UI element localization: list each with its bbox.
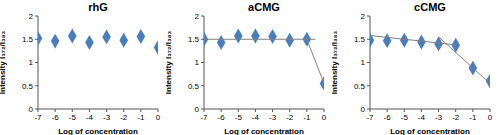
svg-text:-4: -4 xyxy=(418,113,426,122)
svg-text:-5: -5 xyxy=(401,113,409,122)
svg-text:Log of concentration: Log of concentration xyxy=(58,127,138,135)
svg-text:0.5: 0.5 xyxy=(188,82,200,91)
svg-text:0.5: 0.5 xyxy=(354,82,366,91)
svg-text:0: 0 xyxy=(488,113,492,122)
svg-text:Intensity I₃₇₂/I₃₈₃: Intensity I₃₇₂/I₃₈₃ xyxy=(166,31,173,95)
svg-text:-6: -6 xyxy=(52,113,60,122)
html-text:aCMG: aCMG xyxy=(248,1,280,13)
svg-text:-5: -5 xyxy=(235,113,243,122)
svg-text:-1: -1 xyxy=(303,113,311,122)
svg-text:Intensity I₃₇₂/I₃₈₃: Intensity I₃₇₂/I₃₈₃ xyxy=(332,31,339,95)
svg-text:-2: -2 xyxy=(120,113,128,122)
svg-text:2: 2 xyxy=(361,12,366,21)
svg-text:-6: -6 xyxy=(384,113,392,122)
svg-text:0: 0 xyxy=(29,105,34,114)
svg-text:-4: -4 xyxy=(252,113,260,122)
html-text:cCMG: cCMG xyxy=(414,1,446,13)
svg-text:1: 1 xyxy=(195,58,200,67)
svg-text:2: 2 xyxy=(29,12,34,21)
svg-text:0: 0 xyxy=(361,105,366,114)
svg-text:1: 1 xyxy=(361,58,366,67)
svg-text:-3: -3 xyxy=(435,113,443,122)
svg-text:-7: -7 xyxy=(366,113,374,122)
svg-text:-1: -1 xyxy=(469,113,477,122)
svg-text:-7: -7 xyxy=(200,113,208,122)
svg-text:1: 1 xyxy=(29,58,34,67)
svg-text:-5: -5 xyxy=(69,113,77,122)
svg-text:-6: -6 xyxy=(218,113,226,122)
svg-text:2: 2 xyxy=(195,12,200,21)
svg-text:-1: -1 xyxy=(137,113,145,122)
svg-text:-4: -4 xyxy=(86,113,94,122)
svg-text:Log of concentration: Log of concentration xyxy=(224,127,304,135)
html-text:rhG: rhG xyxy=(88,1,108,13)
svg-text:Log of concentration: Log of concentration xyxy=(390,127,470,135)
svg-text:-2: -2 xyxy=(452,113,460,122)
svg-text:-3: -3 xyxy=(269,113,277,122)
svg-text:-7: -7 xyxy=(34,113,42,122)
svg-text:0: 0 xyxy=(195,105,200,114)
svg-text:1.5: 1.5 xyxy=(354,35,366,44)
svg-text:0: 0 xyxy=(156,113,161,122)
svg-text:-3: -3 xyxy=(103,113,111,122)
svg-text:1.5: 1.5 xyxy=(22,35,34,44)
svg-text:1.5: 1.5 xyxy=(188,35,200,44)
svg-text:0.5: 0.5 xyxy=(22,82,34,91)
svg-text:0: 0 xyxy=(322,113,327,122)
svg-text:-2: -2 xyxy=(286,113,294,122)
